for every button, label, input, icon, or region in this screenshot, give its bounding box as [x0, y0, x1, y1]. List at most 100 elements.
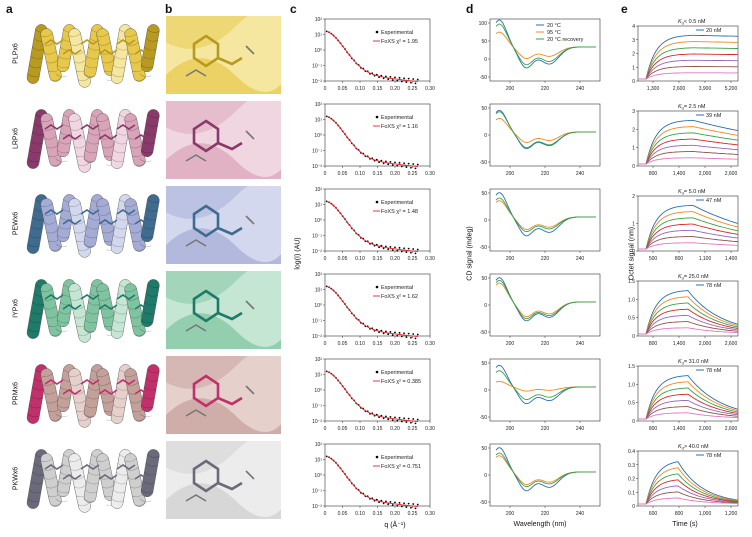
ligand-stick	[62, 389, 82, 395]
y-tick-label: 1	[632, 146, 635, 152]
structure-image	[26, 194, 160, 258]
foxs-fit	[326, 115, 418, 168]
y-tick-label: 10²	[315, 187, 323, 193]
x-tick-label: 0.30	[425, 511, 435, 517]
ligand-stick	[98, 134, 118, 140]
y-tick-label: 10¹	[315, 458, 323, 464]
protein-label: IYPx6	[12, 299, 20, 318]
kd-label: Kd< 0.5 nM	[678, 19, 706, 26]
ligand-stick	[134, 304, 154, 310]
y-tick-label: 0.5	[628, 316, 635, 322]
ligand-stick	[98, 474, 118, 480]
ligand-stick	[134, 389, 154, 395]
y-tick-label: 10⁻¹	[312, 64, 322, 70]
y-tick-label: -50	[480, 330, 487, 336]
panel-d-label: d	[466, 2, 474, 16]
x-tick-label: 220	[541, 86, 550, 92]
ligand-stick	[62, 134, 82, 140]
y-tick-label: -50	[480, 415, 487, 421]
octet-curve	[638, 321, 739, 335]
y-tick-label: 0	[632, 249, 635, 255]
y-tick-label: 10⁻²	[312, 504, 322, 510]
saxs-point	[385, 160, 387, 163]
y-tick-label: 0	[632, 164, 635, 170]
structure-image	[26, 449, 160, 513]
octet-curve	[638, 144, 739, 165]
x-tick-label: 0.05	[338, 341, 348, 347]
octet-conc-legend: 39 nM	[706, 113, 722, 119]
octet-conc-legend: 78 nM	[706, 368, 722, 374]
x-tick-label: 0.30	[425, 256, 435, 262]
saxs-point	[398, 246, 401, 249]
octet-curve	[638, 126, 739, 165]
ligand-stick	[80, 379, 100, 385]
saxs-point	[391, 334, 394, 336]
saxs-point	[378, 246, 380, 249]
saxs-point	[394, 76, 396, 79]
y-tick-label: 0	[632, 419, 635, 425]
y-tick-label: 10¹	[315, 203, 323, 209]
saxs-point	[396, 334, 399, 337]
y-tick-label: 0	[632, 504, 635, 510]
saxs-point	[391, 419, 394, 421]
ligand-stick	[134, 134, 154, 140]
y-tick-label: 50	[481, 446, 487, 452]
saxs-point	[385, 245, 387, 248]
saxs-point	[400, 80, 403, 83]
octet-curve	[638, 41, 739, 80]
x-tick-label: 0	[324, 511, 327, 517]
ligand-stick	[192, 374, 243, 408]
ligand-stick	[116, 464, 136, 470]
octet-conc-legend: 78 nM	[706, 283, 722, 289]
y-tick-label: 2	[632, 52, 635, 58]
protein-label: LRPx6	[12, 128, 20, 150]
y-tick-label: 50	[481, 106, 487, 112]
saxs-point	[407, 417, 410, 420]
saxs-point	[403, 332, 405, 335]
y-tick-label: 4	[632, 24, 635, 30]
saxs-point	[403, 417, 405, 420]
saxs-plot: 10² 10¹ 10⁰ 10⁻¹ 10⁻²0 0.05 0.10 0.15 0.20 0.25 0.…	[312, 357, 435, 432]
octet-curve	[638, 387, 739, 420]
legend-experimental: Experimental	[381, 370, 413, 376]
cd-curve	[495, 370, 596, 400]
saxs-point	[398, 76, 401, 79]
saxs-point	[407, 162, 410, 165]
octet-curve	[638, 47, 738, 80]
saxs-point	[412, 78, 415, 80]
cd-curve	[495, 282, 596, 318]
y-tick-label: 10²	[315, 17, 323, 23]
panel-c-label: c	[290, 2, 297, 16]
ligand-stick	[80, 39, 100, 45]
saxs-point	[405, 251, 408, 254]
cd-legend-entry: 20 °C	[547, 23, 561, 29]
ligand-stick	[134, 474, 154, 480]
saxs-point	[414, 337, 417, 340]
y-tick-label: 2	[632, 127, 635, 133]
saxs-point	[403, 502, 405, 505]
helix	[40, 368, 63, 422]
octet-curve	[638, 327, 739, 335]
cd-curve	[495, 200, 596, 230]
cd-plot: 50 0 -50 200 220 240	[480, 443, 601, 517]
legend-foxs: FoXS χ² = 1.62	[381, 294, 418, 300]
saxs-point	[382, 502, 385, 505]
cd-curve	[495, 111, 596, 149]
saxs-point	[403, 162, 405, 165]
saxs-point	[394, 331, 396, 334]
octet-curve	[638, 485, 739, 505]
x-tick-label: 200	[506, 171, 515, 177]
saxs-point	[403, 77, 405, 80]
saxs-point	[387, 333, 390, 336]
ligand-stick	[116, 379, 136, 385]
x-tick-label: 0.30	[425, 341, 435, 347]
y-tick-label: 0.2	[628, 477, 635, 483]
zoom-image	[166, 186, 281, 264]
x-tick-label: 0.05	[338, 86, 348, 92]
zoom-image	[166, 356, 281, 434]
y-tick-label: 10⁻²	[312, 79, 322, 85]
cd-curve	[495, 197, 596, 233]
y-tick-label: 10⁰	[314, 388, 322, 394]
saxs-point	[416, 503, 419, 506]
